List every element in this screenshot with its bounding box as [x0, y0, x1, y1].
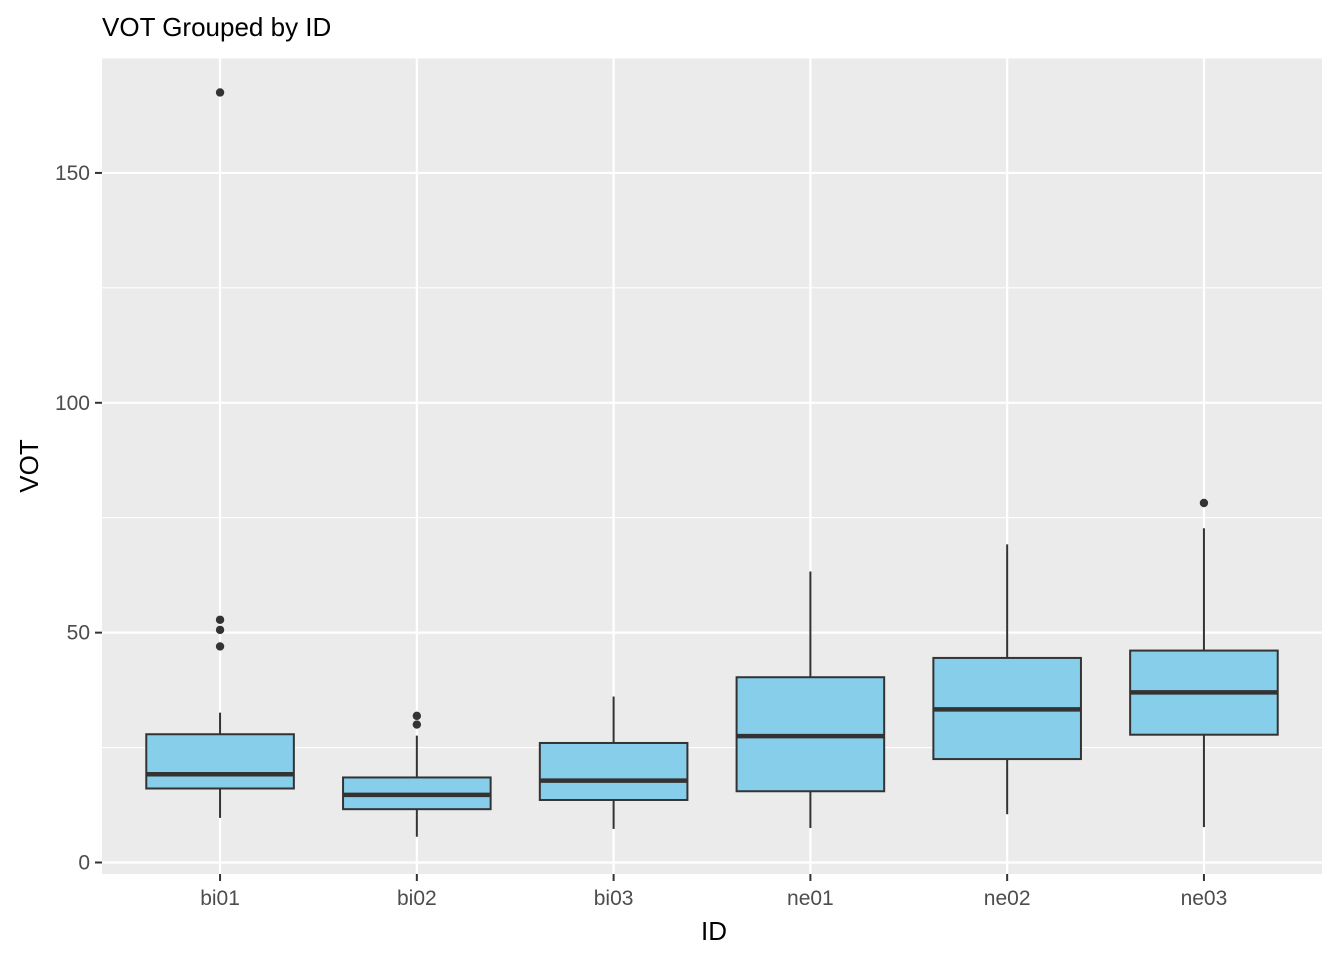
boxes-layer	[145, 88, 1279, 837]
y-axis-title: VOT	[14, 439, 44, 493]
box-bi01	[145, 88, 295, 818]
y-tick-label: 150	[55, 162, 90, 185]
iqr-box	[538, 741, 689, 801]
box-bi03	[538, 696, 689, 829]
outlier-point	[412, 711, 422, 721]
iqr-box	[145, 733, 295, 790]
y-tick-label: 0	[78, 852, 90, 875]
box-ne03	[1129, 498, 1279, 828]
x-tick-label: ne01	[787, 887, 834, 910]
x-tick-label: ne02	[984, 887, 1031, 910]
outlier-point	[215, 642, 225, 651]
x-tick-label: bi01	[200, 887, 240, 910]
y-tick-label: 50	[67, 622, 90, 645]
x-tick-label: bi03	[594, 887, 634, 910]
box-ne01	[735, 571, 886, 829]
outlier-point	[215, 625, 225, 635]
box-ne02	[932, 544, 1082, 815]
plot-panel	[102, 58, 1322, 874]
outlier-point	[1199, 498, 1209, 508]
outlier-point	[215, 615, 225, 624]
x-axis-title: ID	[701, 916, 727, 946]
axis-layer: 0 50 100 150 bi01 bi02 bi03 ne01 ne02 ne03	[55, 162, 1227, 910]
outlier-point	[412, 720, 422, 729]
outlier-point	[215, 88, 225, 97]
chart-title: VOT Grouped by ID	[102, 12, 331, 42]
x-tick-label: bi02	[397, 887, 437, 910]
box-bi02	[342, 711, 492, 837]
y-tick-label: 100	[55, 392, 90, 415]
x-tick-label: ne03	[1181, 887, 1228, 910]
